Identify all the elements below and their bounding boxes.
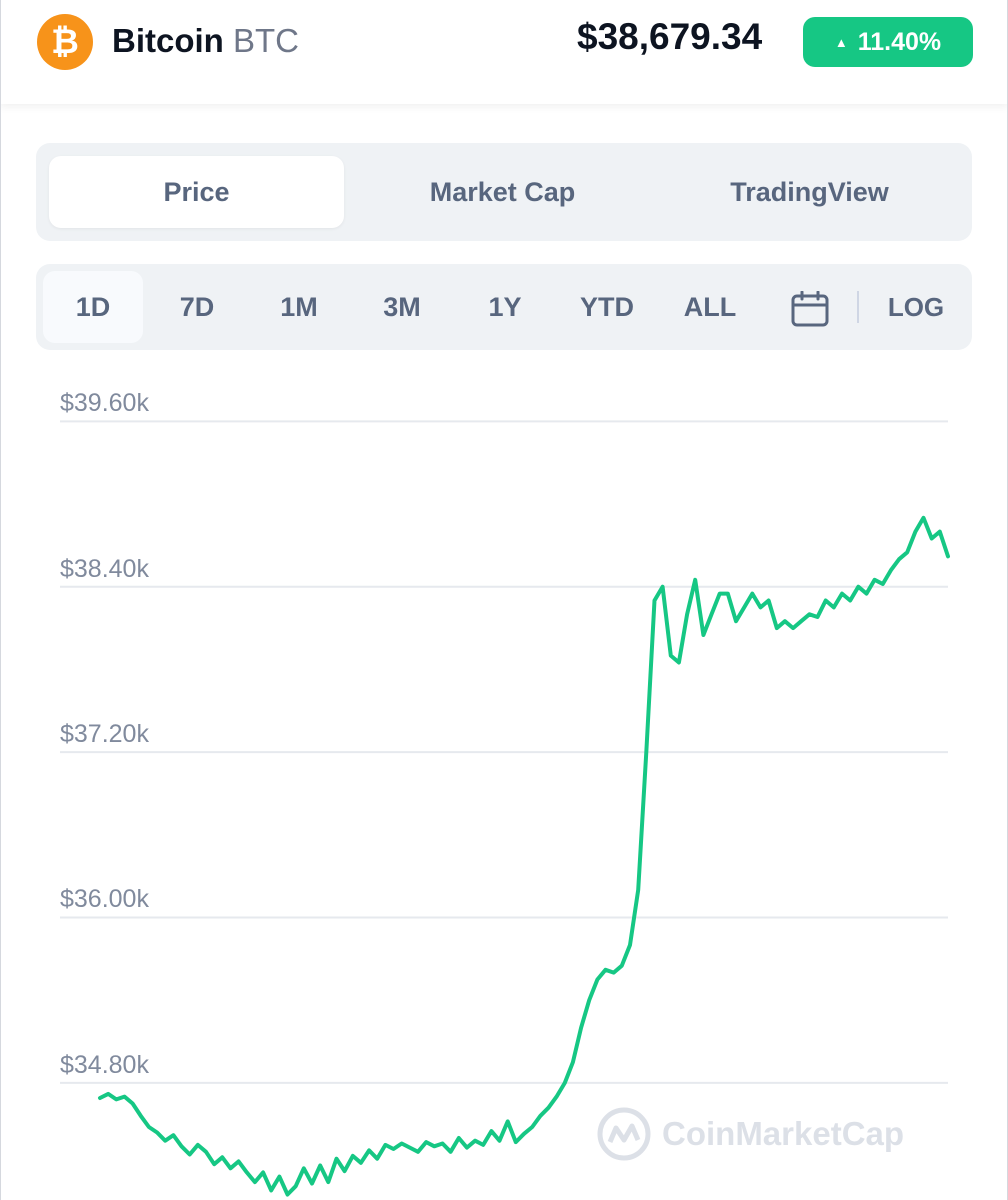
price-change-badge: ▲ 11.40% [803, 17, 973, 67]
caret-up-icon: ▲ [834, 34, 848, 50]
range-1y[interactable]: 1Y [488, 291, 522, 322]
range-all[interactable]: ALL [683, 291, 737, 322]
current-price: $38,679.34 [577, 16, 763, 57]
bitcoin-logo-icon: ₿ [37, 14, 93, 70]
range-divider [857, 291, 859, 323]
chart-type-tabs: Price Market Cap TradingView [36, 143, 972, 241]
tab-tradingview[interactable]: TradingView [730, 176, 889, 207]
range-3m[interactable]: 3M [383, 291, 421, 322]
bitcoin-glyph: ₿ [51, 22, 79, 62]
coinmarketcap-logo-icon [597, 1107, 651, 1161]
range-7d[interactable]: 7D [179, 291, 215, 322]
tab-market-cap[interactable]: Market Cap [429, 176, 576, 207]
price-change-value: 11.40% [857, 27, 942, 56]
y-tick-label: $34.80k [60, 1050, 149, 1079]
coin-symbol: BTC [233, 22, 299, 59]
coinmarketcap-watermark: CoinMarketCap [596, 1102, 936, 1166]
y-tick-label: $37.20k [60, 720, 149, 749]
calendar-icon[interactable] [791, 291, 829, 327]
range-1d[interactable]: 1D [43, 271, 143, 343]
coin-name: Bitcoin [112, 22, 224, 59]
range-1m[interactable]: 1M [280, 291, 318, 322]
watermark-text: CoinMarketCap [662, 1115, 905, 1152]
range-ytd[interactable]: YTD [580, 291, 634, 322]
y-tick-label: $36.00k [60, 885, 149, 914]
y-tick-label: $39.60k [60, 389, 149, 418]
price-series-line [98, 515, 950, 1197]
coin-header: ₿ Bitcoin BTC $38,679.34 ▲ 11.40% [0, 0, 1008, 104]
log-scale-toggle[interactable]: LOG [887, 291, 945, 322]
y-tick-label: $38.40k [60, 554, 149, 583]
time-range-selector: 1D 7D 1M 3M 1Y YTD ALL LOG [36, 264, 972, 350]
tab-price[interactable]: Price [49, 156, 344, 228]
